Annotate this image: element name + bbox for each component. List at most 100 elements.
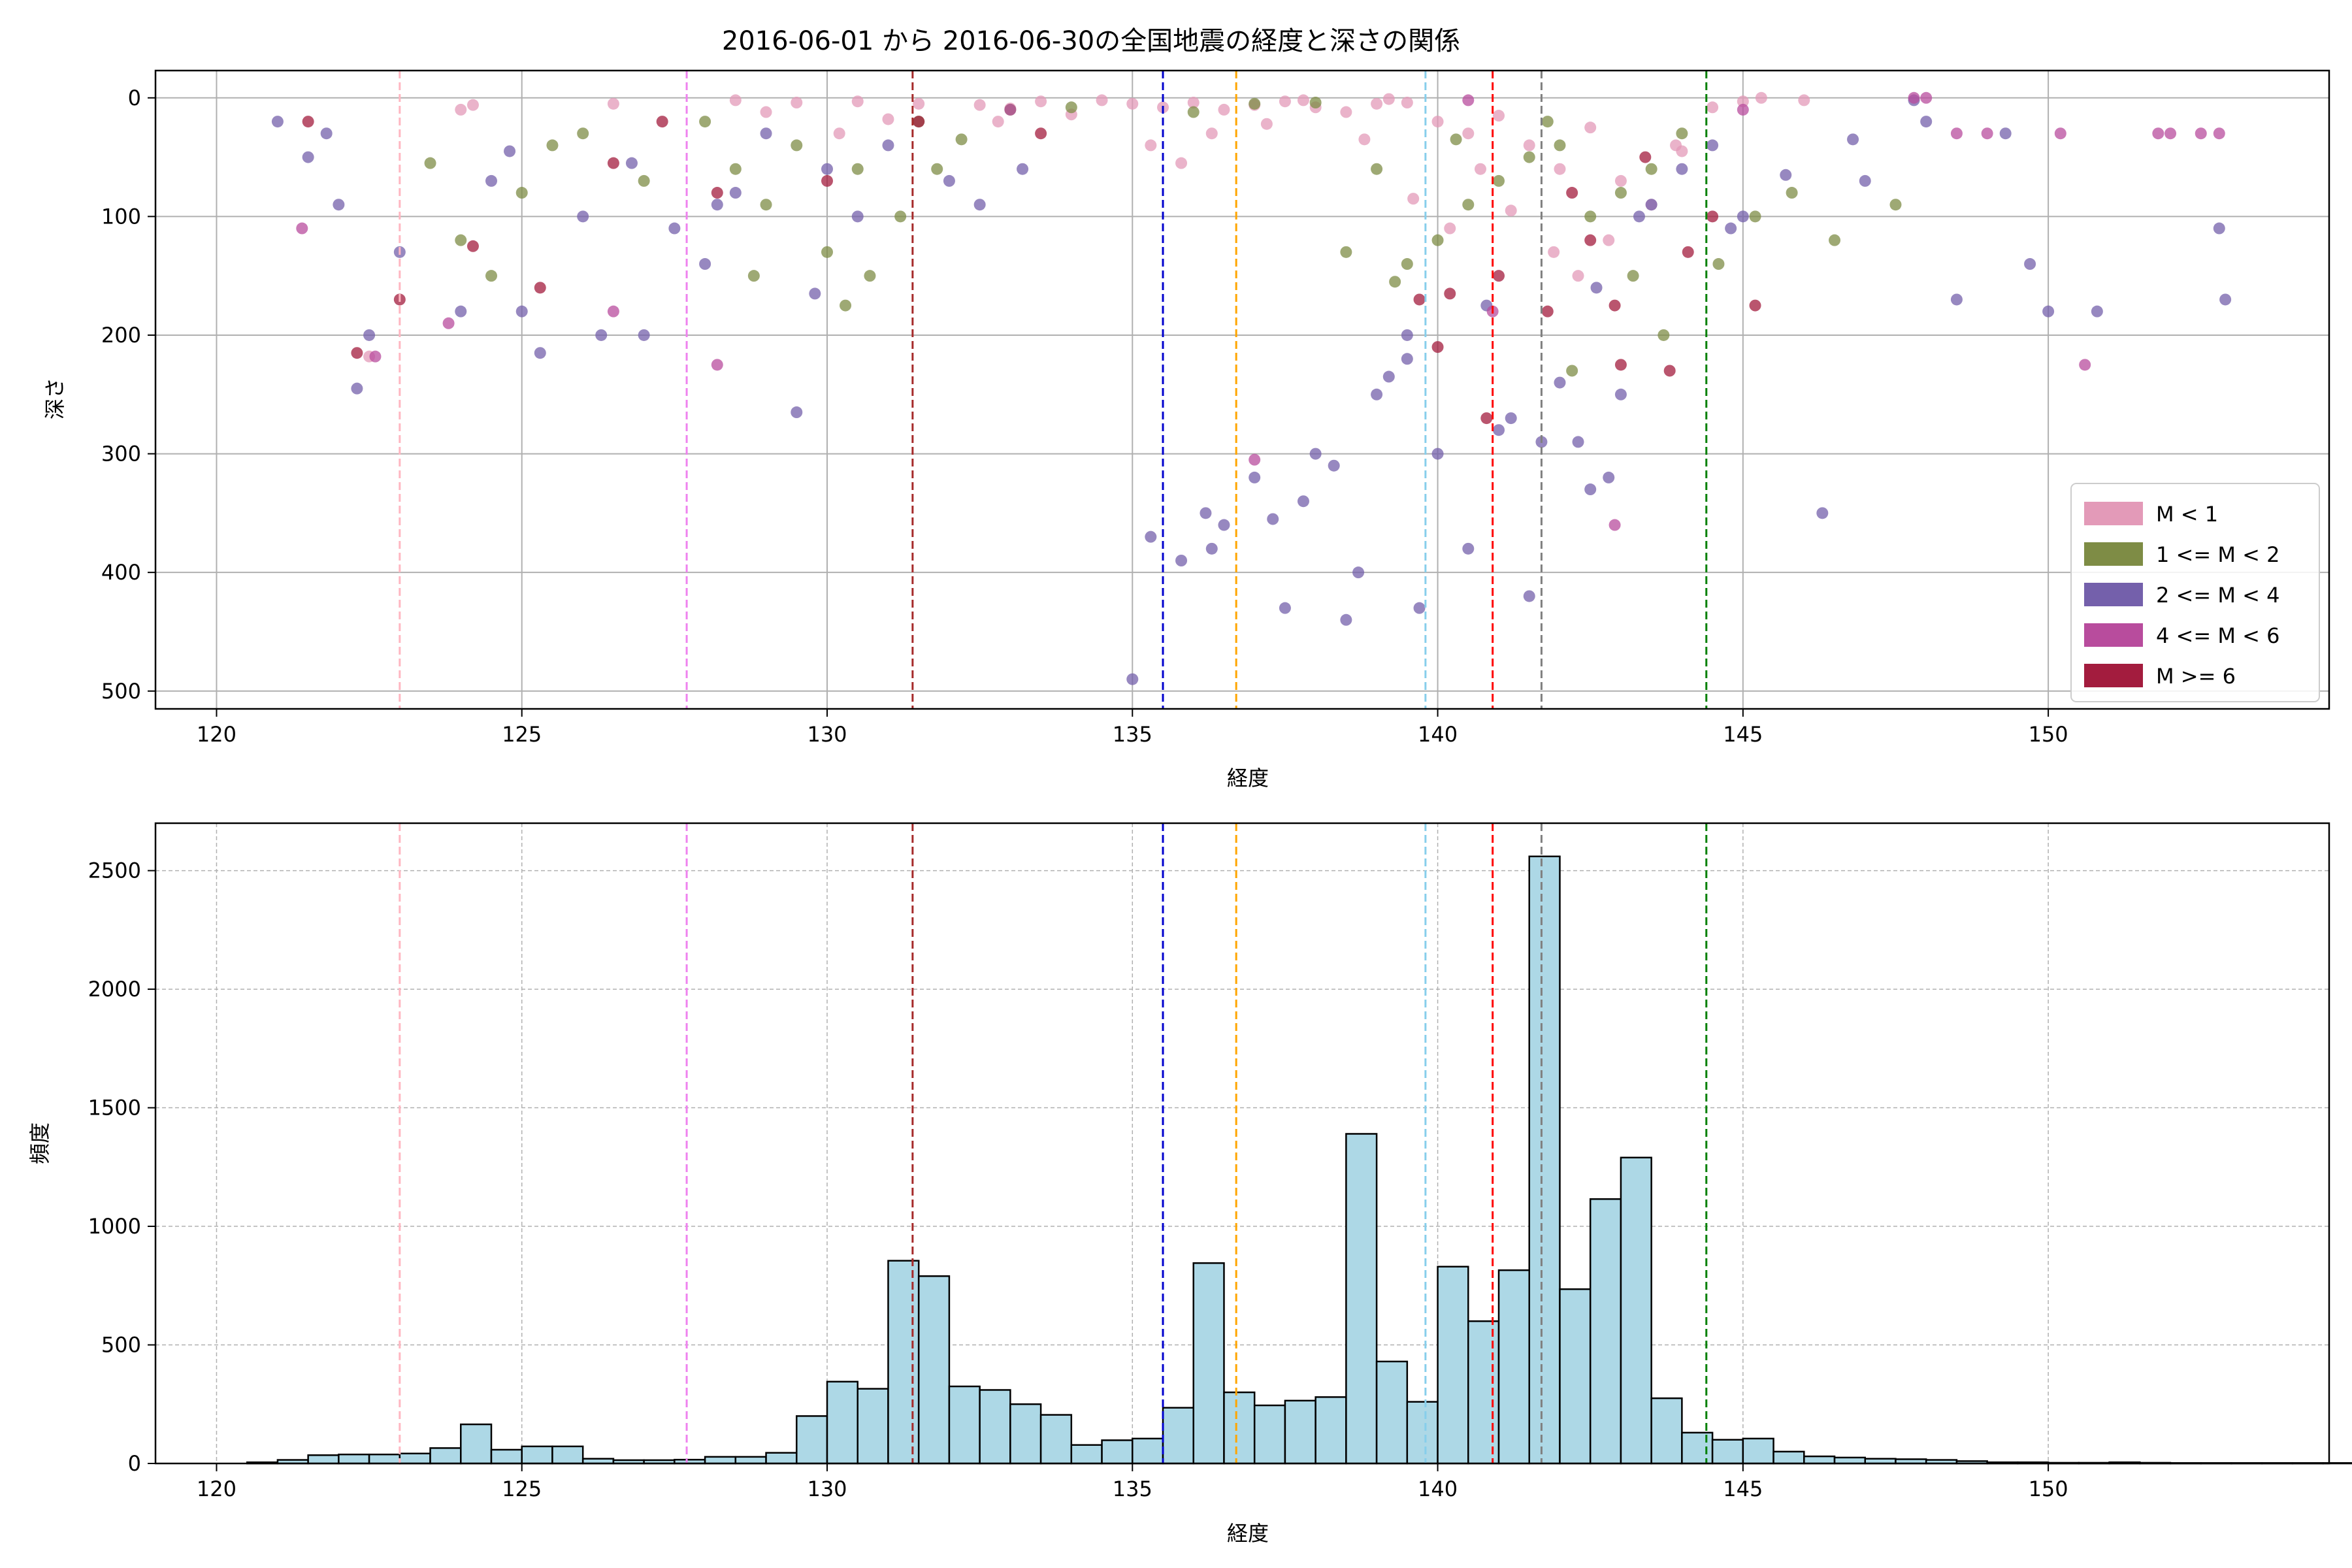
scatter-point bbox=[1205, 542, 1218, 555]
scatter-point bbox=[1541, 305, 1554, 318]
scatter-point bbox=[363, 329, 376, 341]
scatter-point bbox=[302, 116, 314, 128]
scatter-point bbox=[1493, 174, 1505, 187]
scatter-point bbox=[1297, 94, 1309, 106]
scatter-point bbox=[821, 163, 834, 175]
histogram-bar bbox=[948, 1385, 981, 1465]
scatter-point bbox=[1035, 127, 1047, 140]
y-tick-label: 400 bbox=[101, 560, 141, 585]
legend-swatch bbox=[2084, 502, 2143, 525]
histogram-bar bbox=[1039, 1414, 1073, 1465]
scatter-point bbox=[1371, 97, 1383, 110]
scatter-point bbox=[1389, 276, 1401, 288]
scatter-point bbox=[271, 116, 284, 128]
histogram-bar bbox=[887, 1260, 920, 1465]
scatter-point bbox=[840, 299, 852, 312]
scatter-point bbox=[466, 240, 479, 252]
scatter-point bbox=[1371, 163, 1383, 175]
histogram-frame bbox=[154, 822, 2330, 1465]
scatter-point bbox=[577, 210, 589, 223]
scatter-point bbox=[1755, 91, 1767, 104]
scatter-point bbox=[1413, 293, 1426, 306]
scatter-point bbox=[1614, 187, 1627, 199]
scatter-point bbox=[729, 163, 742, 175]
scatter-point bbox=[1249, 453, 1261, 466]
y-tick-label: 200 bbox=[101, 323, 141, 348]
scatter-point bbox=[1340, 613, 1352, 626]
legend-label: 1 <= M < 2 bbox=[2156, 542, 2279, 567]
scatter-point bbox=[1950, 293, 1963, 306]
scatter-point bbox=[333, 199, 345, 211]
scatter-y-label: 深さ bbox=[42, 378, 67, 419]
scatter-point bbox=[1920, 116, 1933, 128]
scatter-point bbox=[1340, 106, 1352, 118]
x-tick-label: 130 bbox=[807, 1477, 847, 1501]
scatter-point bbox=[1609, 519, 1621, 531]
scatter-point bbox=[1920, 91, 1933, 104]
histogram-bar bbox=[1742, 1437, 1774, 1465]
scatter-point bbox=[1371, 388, 1383, 400]
histogram-bar bbox=[1345, 1133, 1378, 1465]
scatter-point bbox=[882, 139, 894, 152]
scatter-point bbox=[638, 329, 650, 341]
y-tick-label: 0 bbox=[128, 86, 141, 110]
y-tick-label: 2500 bbox=[88, 858, 141, 883]
x-tick-label: 120 bbox=[197, 722, 237, 747]
scatter-point bbox=[711, 187, 723, 199]
histogram-bar bbox=[857, 1388, 889, 1465]
scatter-point bbox=[1431, 448, 1444, 460]
y-tick-label: 100 bbox=[101, 204, 141, 229]
scatter-point bbox=[1431, 116, 1444, 128]
scatter-point bbox=[1639, 151, 1652, 163]
scatter-point bbox=[1603, 234, 1615, 246]
histogram-bar bbox=[704, 1456, 737, 1465]
histogram-bar bbox=[521, 1445, 553, 1465]
x-tick-label: 145 bbox=[1723, 1477, 1763, 1501]
scatter-point bbox=[1859, 174, 1871, 187]
scatter-point bbox=[2054, 127, 2066, 140]
scatter-point bbox=[1260, 118, 1273, 130]
histogram-bar bbox=[1772, 1450, 1805, 1465]
scatter-point bbox=[1340, 246, 1352, 258]
histogram-bar bbox=[429, 1447, 462, 1465]
scatter-point bbox=[1847, 133, 1859, 146]
scatter-point bbox=[1279, 602, 1291, 614]
scatter-point bbox=[2152, 127, 2164, 140]
histogram-bar bbox=[460, 1423, 493, 1465]
scatter-point bbox=[607, 157, 619, 169]
scatter-point bbox=[809, 287, 821, 300]
scatter-point bbox=[1725, 222, 1737, 235]
scatter-point bbox=[656, 116, 668, 128]
x-tick-label: 130 bbox=[807, 722, 847, 747]
scatter-point bbox=[729, 94, 742, 106]
scatter-point bbox=[1566, 187, 1578, 199]
scatter-point bbox=[638, 174, 650, 187]
scatter-point bbox=[1614, 174, 1627, 187]
scatter-point bbox=[1309, 97, 1322, 109]
scatter-point bbox=[1493, 110, 1505, 122]
scatter-point bbox=[296, 222, 308, 235]
scatter-point bbox=[1126, 97, 1139, 110]
y-tick-label: 500 bbox=[101, 1333, 141, 1358]
scatter-point bbox=[1554, 139, 1566, 152]
scatter-point bbox=[1065, 101, 1077, 114]
scatter-point bbox=[791, 406, 803, 419]
histogram-bar bbox=[1803, 1455, 1836, 1465]
scatter-point bbox=[1829, 234, 1841, 246]
scatter-point bbox=[1035, 95, 1047, 108]
histogram-bar bbox=[1223, 1391, 1256, 1465]
scatter-point bbox=[791, 97, 803, 109]
scatter-point bbox=[1493, 270, 1505, 282]
scatter-point bbox=[455, 234, 467, 246]
histogram-bar bbox=[1162, 1407, 1194, 1465]
scatter-point bbox=[1279, 95, 1291, 108]
scatter-point bbox=[577, 127, 589, 140]
scatter-point bbox=[1205, 127, 1218, 140]
scatter-point bbox=[1737, 103, 1749, 116]
histogram-bar bbox=[1009, 1403, 1042, 1465]
scatter-point bbox=[791, 139, 803, 152]
scatter-point bbox=[1749, 299, 1761, 312]
scatter-point bbox=[1541, 116, 1554, 128]
scatter-point bbox=[1505, 412, 1517, 425]
scatter-point bbox=[1175, 157, 1188, 169]
